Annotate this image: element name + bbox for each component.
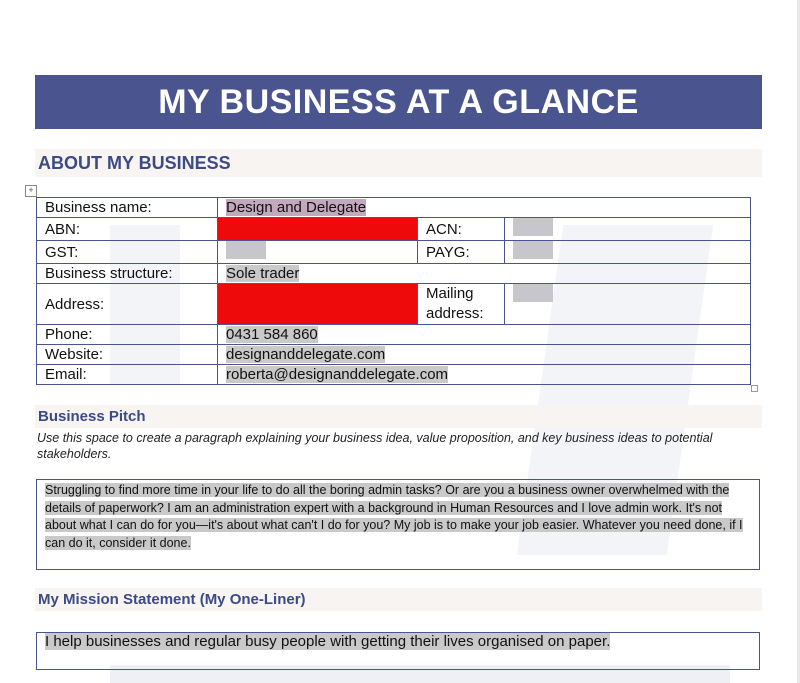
acn-label: ACN: [417,217,505,241]
business-name-label: Business name: [36,197,218,218]
business-name-cell[interactable]: Design and Delegate [217,197,751,218]
page-title: MY BUSINESS AT A GLANCE [158,82,639,121]
about-section-header: ABOUT MY BUSINESS [35,149,762,177]
table-row: Address: Mailing address: [36,283,751,325]
pitch-section-header: Business Pitch [35,405,762,428]
website-label: Website: [36,344,218,365]
table-row: Business name: Design and Delegate [36,197,751,218]
business-details-table: Business name: Design and Delegate ABN: … [36,197,751,385]
gst-placeholder [226,241,266,259]
acn-value-cell[interactable] [504,217,751,241]
page-edge [797,0,800,683]
pitch-instruction: Use this space to create a paragraph exp… [37,431,713,461]
email-cell[interactable]: roberta@designanddelegate.com [217,364,751,385]
pitch-heading: Business Pitch [38,408,146,425]
structure-cell[interactable]: Sole trader [217,263,751,284]
mission-heading: My Mission Statement (My One-Liner) [38,591,306,608]
acn-placeholder [513,218,553,236]
address-redacted-value[interactable] [217,283,418,325]
page-title-banner: MY BUSINESS AT A GLANCE [35,75,762,129]
table-row: Email: roberta@designanddelegate.com [36,364,751,385]
payg-label: PAYG: [417,240,505,264]
table-move-handle-icon[interactable]: + [25,185,37,197]
table-row: ABN: ACN: [36,217,751,241]
mission-text: I help businesses and regular busy peopl… [45,633,611,650]
email-label: Email: [36,364,218,385]
gst-label: GST: [36,240,218,264]
payg-placeholder [513,241,553,259]
table-row: Website: designanddelegate.com [36,344,751,365]
website-value: designanddelegate.com [226,346,386,363]
mailing-address-label: Mailing address: [417,283,505,325]
abn-label: ABN: [36,217,218,241]
structure-value: Sole trader [226,265,300,282]
address-label: Address: [36,283,218,325]
phone-value: 0431 584 860 [226,326,318,343]
website-cell[interactable]: designanddelegate.com [217,344,751,365]
gst-value-cell[interactable] [217,240,418,264]
about-heading: ABOUT MY BUSINESS [38,152,231,173]
pitch-text: Struggling to find more time in your lif… [45,483,743,550]
mission-section-header: My Mission Statement (My One-Liner) [35,588,762,611]
table-row: GST: PAYG: [36,240,751,264]
phone-cell[interactable]: 0431 584 860 [217,324,751,345]
table-row: Phone: 0431 584 860 [36,324,751,345]
table-resize-handle[interactable] [751,385,758,392]
pitch-text-box[interactable]: Struggling to find more time in your lif… [36,479,760,570]
phone-label: Phone: [36,324,218,345]
email-value: roberta@designanddelegate.com [226,366,449,383]
mailing-placeholder [513,284,553,302]
abn-redacted-value[interactable] [217,217,418,241]
table-row: Business structure: Sole trader [36,263,751,284]
structure-label: Business structure: [36,263,218,284]
mailing-address-cell[interactable] [504,283,751,325]
mission-text-box[interactable]: I help businesses and regular busy peopl… [36,632,760,670]
business-name-value: Design and Delegate [226,199,367,216]
payg-value-cell[interactable] [504,240,751,264]
